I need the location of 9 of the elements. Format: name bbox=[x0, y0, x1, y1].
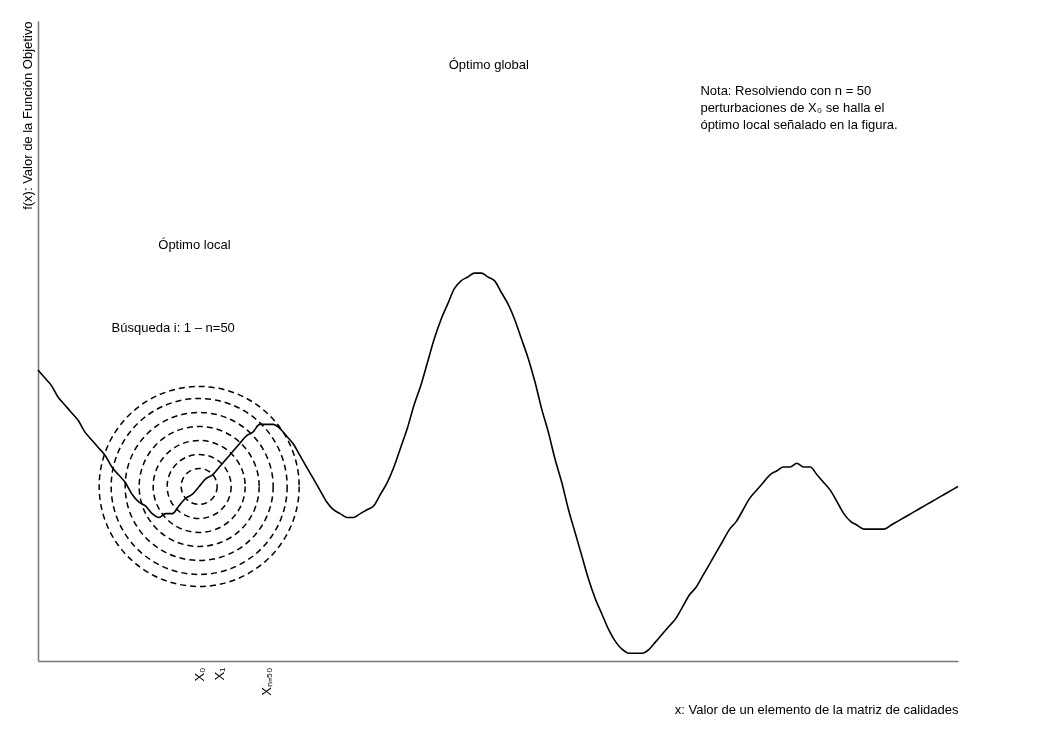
annotation: Búsqueda i: 1 – n=50 bbox=[111, 319, 235, 335]
text: Óptimo global bbox=[448, 57, 530, 73]
y-axis-title: f(x): Valor de la Función Objetivo bbox=[19, 21, 35, 210]
text: Nota: Resolviendo con n = 50 perturbaciones de X₀ se halla el óptimo local señalado en la figura. bbox=[700, 83, 898, 132]
x-axis-title: x: Valor de un elemento de la matriz de calidades bbox=[674, 701, 959, 717]
text: Óptimo local bbox=[158, 236, 231, 252]
x-tick-label: X₁ bbox=[211, 666, 227, 681]
x-tick-label: X₀ bbox=[191, 667, 207, 682]
x-tick-label: Xₙ₌₅₀ bbox=[258, 667, 274, 696]
